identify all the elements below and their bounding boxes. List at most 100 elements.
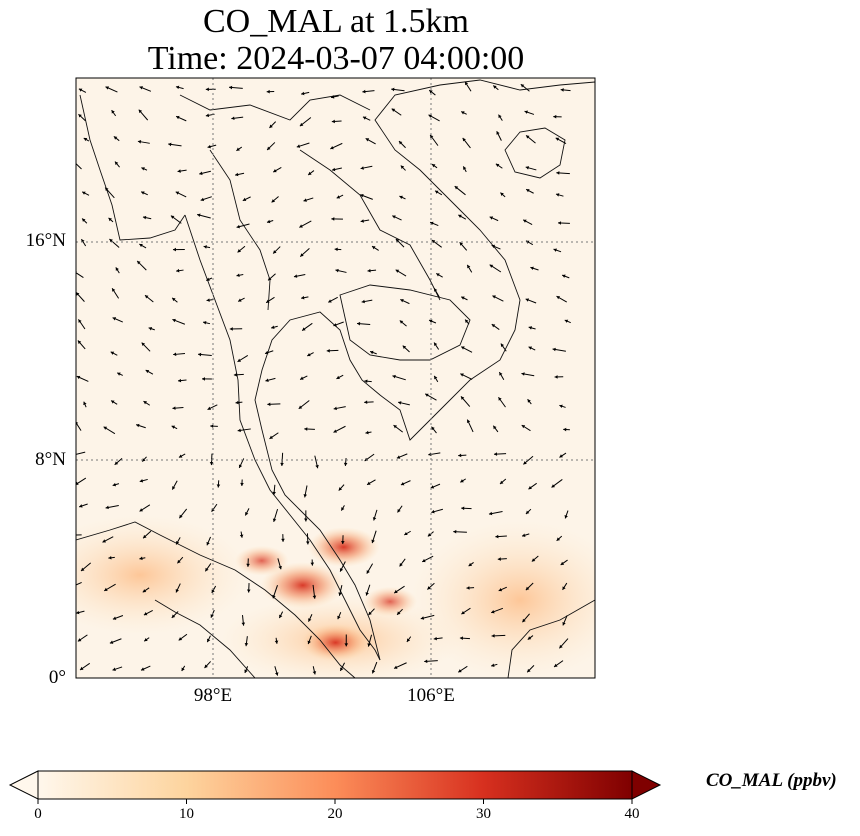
wind-arrow [360,219,370,223]
wind-arrow [236,223,250,229]
wind-arrow [525,298,537,304]
wind-arrow [489,264,502,273]
wind-arrow [267,402,281,407]
wind-arrow [112,615,124,620]
wind-arrow [110,400,118,405]
wind-arrow [141,342,151,352]
wind-arrow [392,374,406,381]
wind-arrow [271,196,279,203]
wind-arrow [209,453,214,466]
wind-arrow [393,662,407,669]
wind-arrow [266,89,275,94]
wind-arrow [524,110,535,115]
wind-arrow [198,352,212,357]
wind-arrow [229,327,243,331]
wind-vectors [76,81,571,676]
wind-arrow [366,563,374,574]
wind-arrow [356,321,371,326]
coast-peninsula-east [254,79,595,661]
wind-arrow [203,245,211,249]
wind-arrow [335,268,347,273]
wind-arrow [343,457,348,466]
border-china [179,94,371,121]
wind-arrow [458,453,467,458]
wind-arrow [460,373,473,380]
wind-arrow [235,400,243,405]
wind-arrow [77,634,88,642]
wind-arrow [293,274,306,278]
wind-arrow [204,563,212,572]
wind-arrow [173,352,186,357]
wind-arrow [178,508,188,519]
colorbar-extend-low [8,770,39,800]
wind-arrow [433,375,439,383]
wind-arrow [168,142,182,147]
wind-arrow [140,191,148,196]
wind-arrow [362,89,375,94]
wind-arrow [231,116,244,121]
lon-label-98e: 98°E [193,685,233,706]
wind-arrow [406,636,412,643]
colorbar-tick-marks [37,799,633,804]
wind-arrow [528,346,536,351]
map-time-subtitle: Time: 2024-03-07 04:00:00 [147,40,525,77]
wind-arrow [336,374,344,380]
wind-arrow [175,537,181,545]
wind-arrow [559,638,569,649]
wind-arrow [142,530,152,539]
wind-arrow [525,582,534,591]
wind-arrow [400,165,406,171]
wind-arrow [102,536,114,543]
wind-arrow [108,217,114,223]
wind-arrow [367,634,373,647]
wind-arrow [492,295,504,302]
wind-arrow [427,582,435,590]
wind-arrow [421,555,434,563]
wind-arrow [229,85,243,90]
wind-arrow [303,485,308,498]
wind-arrow [280,452,284,467]
wind-arrow [105,86,118,93]
wind-arrow [330,142,343,150]
wind-arrow [312,584,317,599]
wind-arrow [429,221,439,227]
wind-arrow [365,584,371,596]
wind-arrow [525,508,532,515]
wind-arrow [454,185,466,196]
wind-arrow [399,558,406,567]
wind-arrow [305,533,310,545]
wind-arrow [553,248,562,253]
wind-arrow [307,170,315,176]
map-frame [75,77,596,679]
wind-arrow [563,427,570,432]
wind-arrow [109,638,122,644]
wind-arrow [178,453,186,458]
wind-arrow [464,81,472,92]
wind-arrow [564,510,569,519]
colorbar-tick-label: 40 [624,806,640,822]
wind-arrow [557,221,570,225]
wind-arrow [498,396,506,408]
wind-arrow [553,660,564,668]
wind-arrow [522,613,530,623]
wind-arrow [79,662,91,671]
wind-arrow [460,346,473,353]
wind-arrow [466,264,473,273]
wind-arrow [77,319,86,330]
wind-arrow [365,430,372,435]
coast-sumatra-south [154,599,256,678]
colorbar-ramp [37,770,633,800]
wind-arrow [364,400,374,404]
wind-arrow [303,197,314,202]
wind-arrow [143,609,153,616]
wind-arrow [301,295,309,300]
wind-arrow [402,345,410,353]
wind-arrow [78,113,86,122]
colorbar-tick-label: 10 [179,806,194,822]
wind-arrow [144,294,154,303]
wind-arrow [429,134,439,146]
wind-arrow [109,238,120,248]
wind-arrow [274,637,279,644]
wind-arrow [111,109,117,117]
lat-label-16n: 16°N [25,230,66,251]
